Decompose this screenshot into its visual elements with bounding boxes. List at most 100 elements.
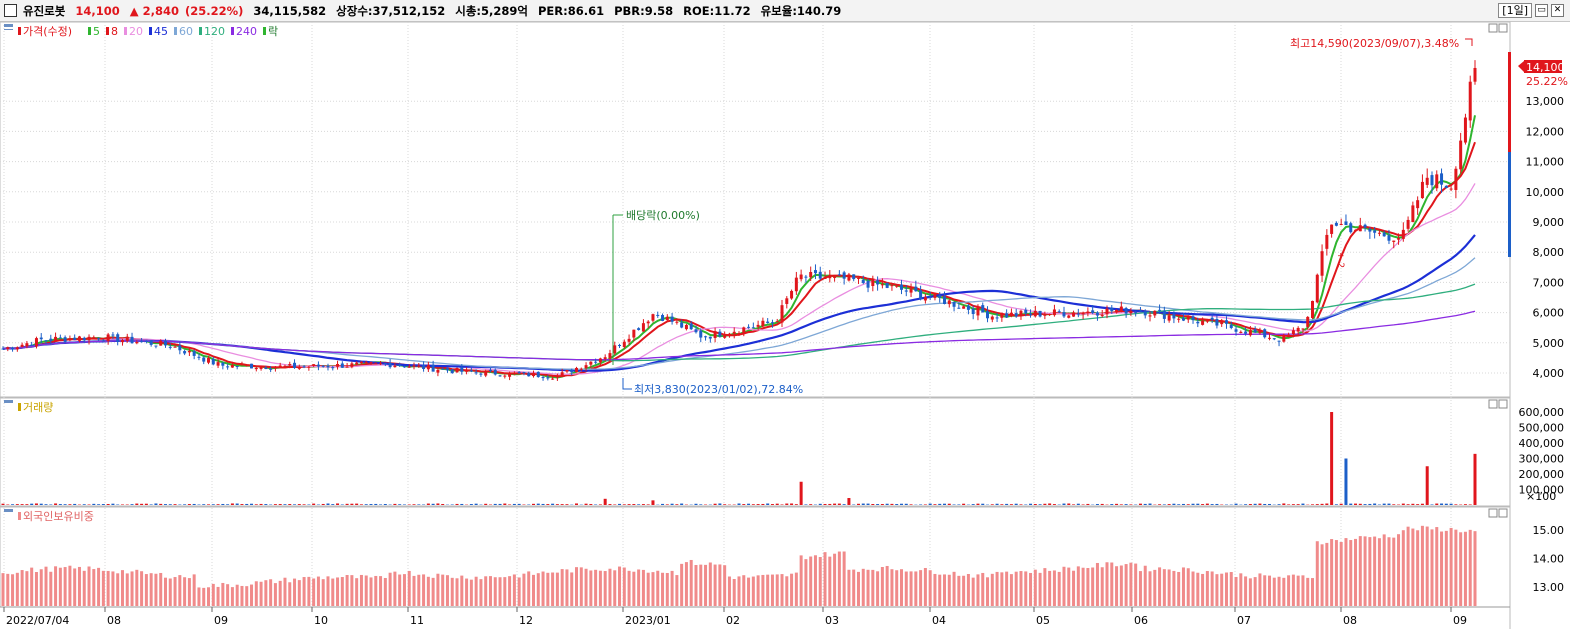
volume-bar <box>54 503 58 505</box>
foreign-ratio-bar <box>187 578 191 606</box>
foreign-ratio-bar <box>747 577 751 606</box>
volume-bar <box>670 503 674 505</box>
foreign-ratio-bar <box>809 556 813 606</box>
volume-bar <box>766 503 770 505</box>
foreign-ratio-bar <box>407 570 411 606</box>
candle-body <box>837 274 841 276</box>
candle-body <box>1459 140 1463 170</box>
candle-body <box>1277 340 1281 342</box>
candle-body <box>321 365 325 367</box>
candle-body <box>699 330 703 338</box>
volume-bar <box>637 504 641 505</box>
volume-bar <box>1373 503 1377 505</box>
volume-bar <box>493 503 497 505</box>
foreign-ratio-bar <box>130 571 134 606</box>
per-value: PER:86.61 <box>537 3 605 18</box>
candle-body <box>422 364 426 370</box>
volume-bar <box>264 504 268 505</box>
candle-body <box>1148 315 1152 317</box>
volume-bar <box>962 503 966 505</box>
candle-body <box>331 367 335 369</box>
foreign-ratio-bar <box>1320 544 1324 606</box>
foreign-ratio-bar <box>938 574 942 606</box>
volume-bar <box>1081 504 1085 505</box>
candle-body <box>73 337 77 341</box>
candle-body <box>1397 238 1401 240</box>
foreign-ratio-bar <box>1296 575 1300 606</box>
foreign-ratio-bar <box>527 571 531 606</box>
volume-bar <box>149 504 153 505</box>
candle-body <box>804 276 808 278</box>
foreign-ratio-bar <box>508 576 512 606</box>
candle-body <box>1349 223 1353 233</box>
pane-controls[interactable] <box>1488 23 1508 518</box>
current-price-tag-text: 14,100 <box>1526 61 1565 74</box>
volume-bar <box>1119 504 1123 505</box>
candle-body <box>44 340 48 342</box>
price-tick-label: 5,000 <box>1533 337 1565 350</box>
restore-icon[interactable]: ▭ <box>1535 4 1548 17</box>
volume-bar <box>1043 503 1047 505</box>
volume-bar <box>1172 503 1176 505</box>
volume-bar <box>1038 504 1042 505</box>
foreign-tick-label: 13.00 <box>1533 581 1565 594</box>
volume-bar <box>1115 503 1119 505</box>
candle-body <box>1425 177 1429 185</box>
stock-name[interactable]: 유진로봇 <box>23 3 66 18</box>
foreign-ratio-bar <box>202 587 206 606</box>
legend-ma-5-marker <box>88 27 91 35</box>
foreign-ratio-bar <box>1306 577 1310 606</box>
volume-bar <box>737 503 741 505</box>
foreign-ratio-bar <box>1 573 5 606</box>
foreign-ratio-bar <box>1024 571 1028 606</box>
foreign-ratio-bar <box>1105 562 1109 606</box>
foreign-ratio-bar <box>823 552 827 606</box>
volume-unit: ×100 <box>1526 490 1556 503</box>
foreign-ratio-bar <box>101 570 105 606</box>
foreign-ratio-bar <box>1191 571 1195 606</box>
candle-body <box>1177 318 1181 320</box>
candle-body <box>1229 324 1233 328</box>
volume-bar <box>517 503 521 505</box>
volume-bar <box>923 504 927 505</box>
candle-body <box>1306 316 1310 327</box>
volume-bar <box>1334 504 1338 505</box>
foreign-ratio-bar <box>479 579 483 606</box>
foreign-ratio-bar <box>890 569 894 606</box>
select-checkbox[interactable] <box>4 4 17 17</box>
candle-body <box>541 377 545 379</box>
foreign-ratio-bar <box>756 575 760 606</box>
volume-pane[interactable] <box>0 397 1511 507</box>
volume-bar <box>1291 504 1295 505</box>
volume-bar <box>1110 504 1114 505</box>
volume-bar <box>627 504 631 505</box>
candle-body <box>273 367 277 369</box>
foreign-ratio-bar <box>1382 534 1386 606</box>
candle-body <box>1196 321 1200 324</box>
foreign-ratio-bar <box>986 577 990 606</box>
foreign-ratio-bar <box>307 576 311 606</box>
candle-body <box>498 375 502 377</box>
candle-body <box>374 362 378 364</box>
volume-bar <box>622 504 626 505</box>
foreign-ratio-bar <box>369 577 373 606</box>
candle-body <box>283 365 287 367</box>
close-icon[interactable]: ✕ <box>1551 4 1564 17</box>
volume-bar <box>1201 504 1205 505</box>
candle-body <box>398 364 402 366</box>
foreign-ratio-bar <box>154 573 158 606</box>
period-selector[interactable]: [1일] <box>1498 3 1532 18</box>
foreign-ratio-bar <box>183 577 187 606</box>
candle-body <box>1048 313 1052 315</box>
foreign-ratio-bar <box>1067 567 1071 606</box>
foreign-ratio-bar <box>34 572 38 606</box>
candle-body <box>355 362 359 365</box>
volume-bar <box>799 481 803 505</box>
foreign-ratio-bar <box>1095 562 1099 606</box>
candle-body <box>608 353 612 359</box>
foreign-ratio-bar <box>1181 567 1185 606</box>
candle-body <box>962 306 966 309</box>
volume-bar <box>584 503 588 505</box>
foreign-ratio-bar <box>1038 572 1042 606</box>
